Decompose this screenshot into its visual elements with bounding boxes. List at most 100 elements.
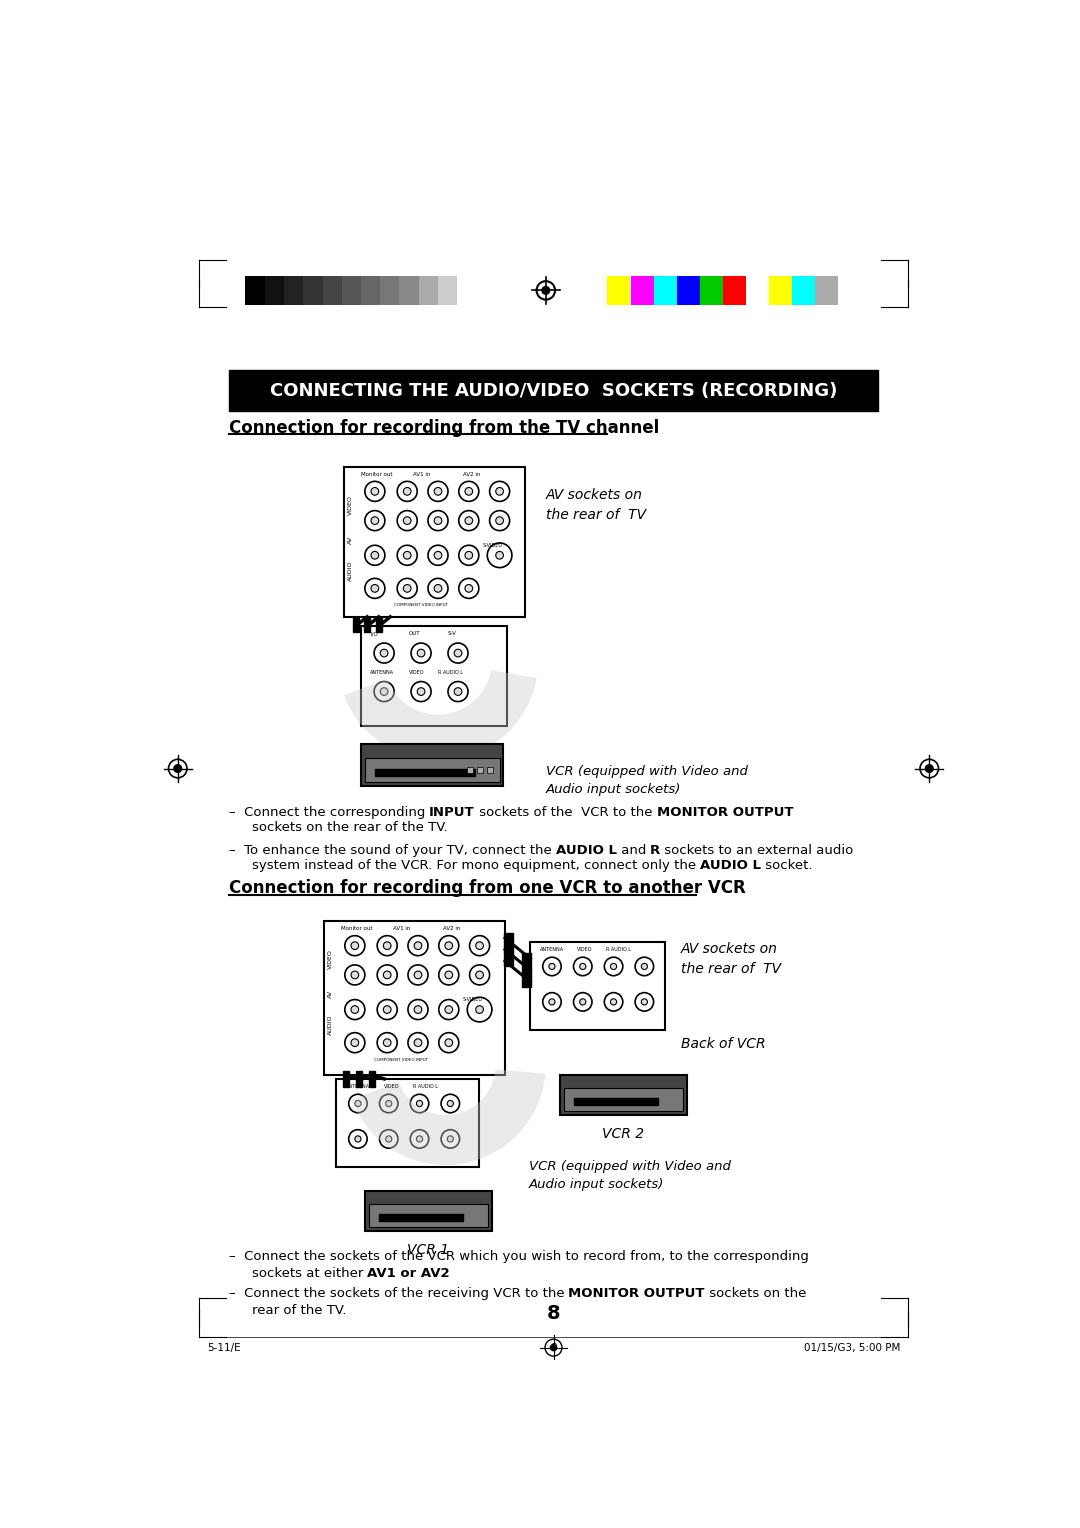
Bar [365,1190,491,1230]
Text: R AUDIO L: R AUDIO L [414,1083,438,1089]
Bar [504,944,513,955]
Text: VCR 2: VCR 2 [602,1128,644,1141]
Text: OUT: OUT [408,631,420,636]
Circle shape [414,972,422,979]
Circle shape [447,1135,454,1141]
Bar [375,769,475,776]
Bar [364,619,370,633]
Text: AUDIO: AUDIO [348,561,353,581]
Bar [229,370,878,411]
Bar [324,921,505,1076]
Circle shape [580,999,585,1005]
Circle shape [383,1039,391,1047]
Text: S-VIDEO: S-VIDEO [462,998,483,1002]
Text: VIDEO: VIDEO [348,495,353,515]
Text: –  To enhance the sound of your TV, connect the: – To enhance the sound of your TV, conne… [229,843,555,857]
Circle shape [351,1039,359,1047]
Bar [607,275,631,306]
Circle shape [351,941,359,949]
Text: Back of VCR: Back of VCR [680,1036,765,1051]
Circle shape [455,649,462,657]
Text: VCR (equipped with Video and
Audio input sockets): VCR (equipped with Video and Audio input… [545,766,747,796]
Circle shape [414,941,422,949]
Text: AV2 in: AV2 in [463,472,481,477]
Text: 01/15/G3, 5:00 PM: 01/15/G3, 5:00 PM [804,1343,900,1352]
Circle shape [351,972,359,979]
Circle shape [383,1005,391,1013]
Circle shape [380,688,388,695]
Text: ANTENNA: ANTENNA [540,947,564,952]
Text: AV sockets on
the rear of  TV: AV sockets on the rear of TV [545,487,646,523]
Circle shape [403,552,411,559]
Bar [477,767,484,773]
Bar [677,275,700,306]
Circle shape [383,972,391,979]
Text: 8: 8 [550,1343,557,1352]
Circle shape [642,999,647,1005]
Circle shape [434,552,442,559]
Bar [336,1079,478,1167]
Text: ANTENNA: ANTENNA [346,1083,369,1089]
Bar [723,275,746,306]
Bar [564,1088,683,1111]
Circle shape [386,1135,392,1141]
Circle shape [372,552,379,559]
Circle shape [926,764,933,773]
Circle shape [383,941,391,949]
Bar [400,275,419,306]
Text: VIDEO: VIDEO [577,947,592,952]
Text: sockets at either: sockets at either [252,1267,367,1280]
Bar [365,758,500,782]
Circle shape [465,516,473,524]
Text: AUDIO L: AUDIO L [555,843,617,857]
Bar [468,767,473,773]
Bar [487,767,494,773]
Text: 8: 8 [546,1305,561,1323]
Bar [653,275,677,306]
Circle shape [355,1100,361,1106]
Text: AV1 in: AV1 in [393,926,410,931]
Text: Monitor out: Monitor out [341,926,373,931]
Circle shape [465,552,473,559]
Circle shape [549,999,555,1005]
Text: Connection for recording from one VCR to another VCR: Connection for recording from one VCR to… [229,879,745,897]
Bar [376,619,382,633]
Bar [457,275,476,306]
Text: INPUT: INPUT [429,805,475,819]
Circle shape [475,972,484,979]
Bar [522,953,531,964]
Text: –  Connect the sockets of the receiving VCR to the: – Connect the sockets of the receiving V… [229,1287,568,1300]
Text: AV: AV [327,990,333,998]
Circle shape [445,972,453,979]
Text: S-V: S-V [447,631,456,636]
Bar [361,275,380,306]
Wedge shape [352,1070,545,1166]
Bar [504,955,513,966]
Bar [342,1071,349,1086]
Bar [522,964,531,976]
Text: sockets to an external audio: sockets to an external audio [661,843,853,857]
Bar [769,275,793,306]
Text: 5-11/E: 5-11/E [207,1343,241,1352]
Text: socket.: socket. [761,859,812,872]
Text: –  Connect the corresponding: – Connect the corresponding [229,805,429,819]
Text: Monitor out: Monitor out [361,472,392,477]
Bar [380,275,400,306]
Bar [284,275,303,306]
Circle shape [445,1039,453,1047]
Bar [522,976,531,987]
Circle shape [496,552,503,559]
Text: MONITOR OUTPUT: MONITOR OUTPUT [657,805,793,819]
Bar [303,275,323,306]
Bar [700,275,723,306]
Text: VCR (equipped with Video and
Audio input sockets): VCR (equipped with Video and Audio input… [529,1160,731,1190]
Circle shape [465,487,473,495]
Circle shape [551,1345,556,1351]
Circle shape [549,963,555,970]
Text: VIDEO: VIDEO [327,949,333,969]
Text: and: and [617,843,650,857]
Text: system instead of the VCR. For mono equipment, connect only the: system instead of the VCR. For mono equi… [252,859,700,872]
Circle shape [434,585,442,593]
Bar [631,275,653,306]
Text: AV: AV [348,536,353,544]
